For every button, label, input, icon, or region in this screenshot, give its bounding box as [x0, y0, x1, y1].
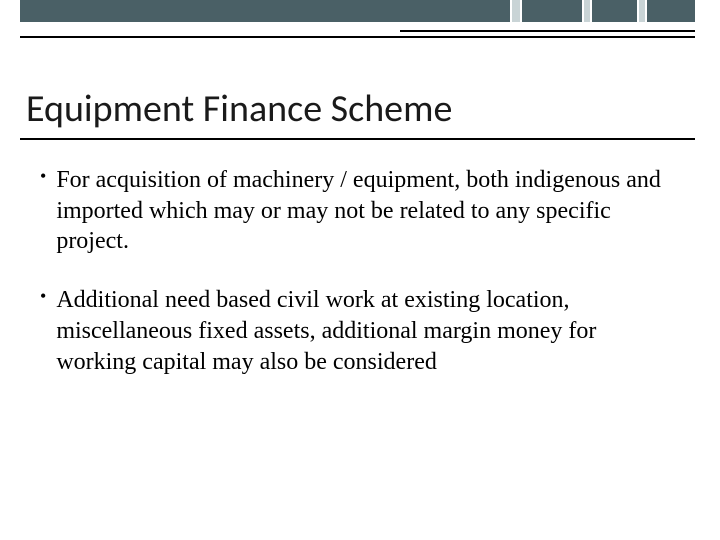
slide-body: •For acquisition of machinery / equipmen… — [40, 165, 680, 377]
header-bar-segment — [20, 0, 510, 22]
header-decoration — [0, 0, 720, 28]
header-rule-partial — [400, 30, 695, 32]
title-underline — [20, 138, 695, 140]
bullet-marker-icon: • — [40, 285, 56, 305]
header-bar-segment — [647, 0, 695, 22]
bullet-text: Additional need based civil work at exis… — [56, 285, 680, 377]
header-rule-full — [20, 36, 695, 38]
slide-title: Equipment Finance Scheme — [26, 86, 452, 132]
header-bar-segment — [592, 0, 637, 22]
bullet-text: For acquisition of machinery / equipment… — [56, 165, 680, 257]
bullet-item: •For acquisition of machinery / equipmen… — [40, 165, 680, 257]
header-bar-gap — [584, 0, 590, 22]
header-bar-gap — [639, 0, 645, 22]
header-bar-gap — [512, 0, 520, 22]
bullet-item: •Additional need based civil work at exi… — [40, 285, 680, 377]
header-bar-segment — [522, 0, 582, 22]
bullet-marker-icon: • — [40, 165, 56, 185]
